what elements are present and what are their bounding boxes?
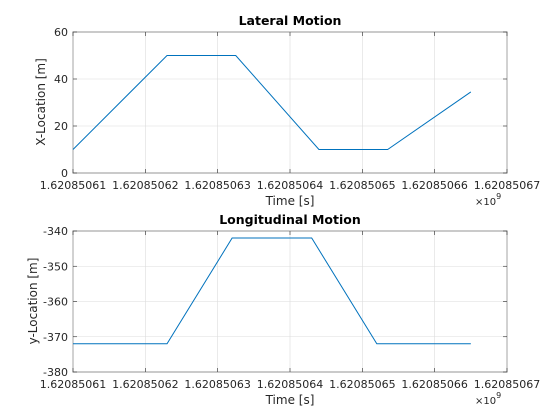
- longitudinal-motion-ticks: 1.62085061 1.62085062 1.62085063 1.62085064…: [40, 225, 540, 391]
- lateral-motion-x-tick-label: 1.62085065: [329, 179, 395, 192]
- longitudinal-motion-x-exponent-base: ×10: [475, 396, 496, 407]
- longitudinal-motion-y-tick-label: -340: [43, 225, 68, 238]
- lateral-motion-x-tick-label: 1.62085066: [401, 179, 467, 192]
- longitudinal-motion-x-tick-label: 1.62085065: [329, 378, 395, 391]
- longitudinal-motion-series-line: [73, 237, 471, 345]
- lateral-motion-y-tick-label: 0: [61, 167, 68, 180]
- lateral-motion-x-tick-label: 1.62085064: [257, 179, 323, 192]
- lateral-motion-y-tick-label: 60: [54, 26, 68, 39]
- longitudinal-motion-x-exponent: ×109: [475, 391, 501, 407]
- longitudinal-motion-y-axis-label: y-Location [m]: [26, 258, 40, 345]
- longitudinal-motion-y-tick-label: -350: [43, 260, 68, 273]
- lateral-motion-x-exponent-power: 9: [496, 192, 501, 201]
- lateral-motion-y-tick-label: 20: [54, 120, 68, 133]
- longitudinal-motion-series: [73, 237, 471, 345]
- longitudinal-motion-y-tick-label: -380: [43, 366, 68, 379]
- lateral-motion-x-exponent: ×109: [475, 192, 501, 208]
- longitudinal-motion-x-exponent-power: 9: [496, 391, 501, 400]
- lateral-motion-x-tick-label: 1.62085067: [474, 179, 540, 192]
- longitudinal-motion-y-tick-label: -370: [43, 331, 68, 344]
- lateral-motion-y-tick-label: 40: [54, 73, 68, 86]
- longitudinal-motion-x-tick-label: 1.62085067: [474, 378, 540, 391]
- lateral-motion-x-exponent-base: ×10: [475, 197, 496, 208]
- longitudinal-motion-x-tick-label: 1.62085062: [112, 378, 178, 391]
- longitudinal-motion-x-axis-label: Time [s]: [265, 393, 315, 407]
- longitudinal-motion-y-tick-label: -360: [43, 296, 68, 309]
- lateral-motion-x-axis-label: Time [s]: [265, 194, 315, 208]
- lateral-motion-x-tick-label: 1.62085061: [40, 179, 106, 192]
- lateral-motion-y-axis-label: X-Location [m]: [34, 58, 48, 146]
- lateral-motion-subplot: Lateral Motion 1.62085061 1.62085062 1.620…: [34, 13, 540, 208]
- longitudinal-motion-x-tick-label: 1.62085061: [40, 378, 106, 391]
- lateral-motion-title: Lateral Motion: [239, 13, 342, 28]
- lateral-motion-series: [72, 55, 472, 150]
- lateral-motion-series-line: [72, 55, 472, 150]
- longitudinal-motion-subplot: Longitudinal Motion 1.62085061 1.62085062…: [26, 212, 540, 407]
- longitudinal-motion-title: Longitudinal Motion: [219, 212, 361, 227]
- longitudinal-motion-x-tick-label: 1.62085066: [401, 378, 467, 391]
- longitudinal-motion-x-tick-label: 1.62085064: [257, 378, 323, 391]
- lateral-motion-ticks: 1.62085061 1.62085062 1.62085063 1.62085064…: [40, 26, 540, 192]
- longitudinal-motion-x-tick-label: 1.62085063: [184, 378, 250, 391]
- lateral-motion-x-tick-label: 1.62085062: [112, 179, 178, 192]
- lateral-motion-x-tick-label: 1.62085063: [184, 179, 250, 192]
